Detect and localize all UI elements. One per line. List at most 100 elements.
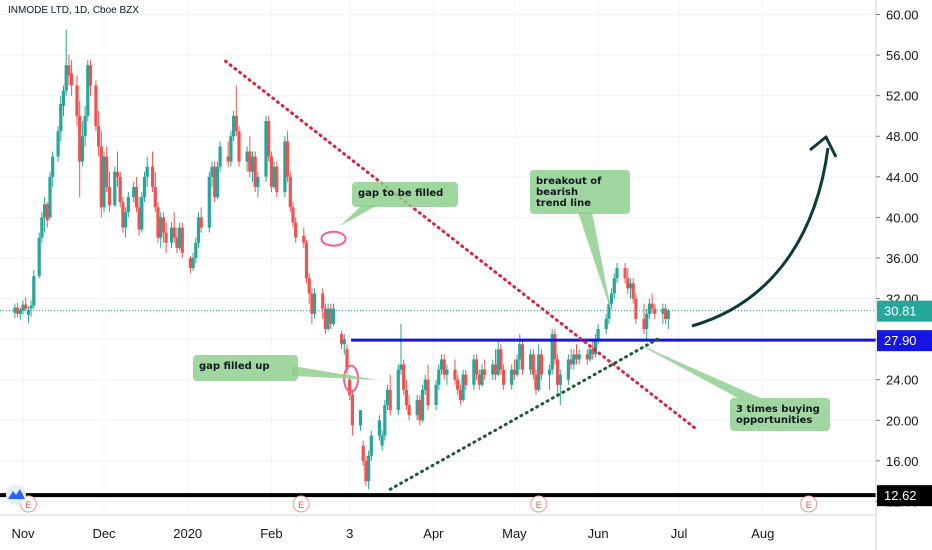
candle[interactable] — [661, 303, 665, 324]
candle[interactable] — [43, 197, 47, 233]
candle[interactable] — [383, 400, 387, 441]
candle[interactable] — [340, 331, 344, 350]
candle[interactable] — [342, 334, 346, 355]
candle[interactable] — [88, 60, 93, 96]
candle[interactable] — [350, 389, 354, 436]
candle[interactable] — [310, 288, 314, 324]
candle[interactable] — [326, 303, 330, 332]
candle[interactable] — [493, 349, 498, 380]
candle[interactable] — [286, 131, 290, 182]
candle[interactable] — [180, 222, 184, 258]
candle[interactable] — [275, 161, 279, 198]
candle[interactable] — [102, 151, 106, 213]
candle[interactable] — [572, 349, 576, 370]
bearish-trend-line[interactable] — [224, 59, 700, 432]
candle[interactable] — [529, 349, 533, 375]
candle[interactable] — [172, 212, 176, 243]
candle[interactable] — [199, 207, 203, 233]
candle[interactable] — [16, 302, 20, 317]
candle[interactable] — [215, 161, 219, 200]
candle[interactable] — [45, 202, 49, 228]
candle[interactable] — [32, 270, 36, 309]
candle[interactable] — [191, 252, 195, 272]
candle[interactable] — [537, 344, 541, 392]
candle[interactable] — [367, 450, 371, 490]
candle[interactable] — [399, 323, 403, 375]
candle[interactable] — [445, 364, 449, 385]
candle[interactable] — [361, 440, 365, 466]
candle[interactable] — [664, 303, 668, 324]
candle[interactable] — [67, 55, 71, 86]
candle[interactable] — [380, 430, 384, 451]
candle[interactable] — [21, 300, 25, 315]
candle[interactable] — [132, 181, 136, 203]
candle[interactable] — [169, 222, 174, 248]
candle[interactable] — [569, 349, 573, 370]
candle[interactable] — [553, 328, 557, 365]
candle[interactable] — [475, 354, 479, 380]
candle[interactable] — [612, 273, 616, 299]
candle[interactable] — [510, 364, 514, 390]
plot-area[interactable] — [13, 29, 670, 490]
candle[interactable] — [631, 278, 635, 304]
candle[interactable] — [307, 273, 311, 304]
candle[interactable] — [385, 384, 390, 411]
candle[interactable] — [615, 263, 619, 284]
candle[interactable] — [499, 344, 503, 375]
candle[interactable] — [250, 151, 255, 182]
candle[interactable] — [458, 384, 462, 406]
candle[interactable] — [115, 151, 120, 187]
candle[interactable] — [24, 297, 28, 311]
earnings-marker[interactable]: E — [530, 495, 548, 513]
candle[interactable] — [472, 354, 476, 390]
price-axis[interactable]: 60.0056.0052.0048.0044.0040.0036.0032.00… — [875, 0, 932, 550]
candle[interactable] — [218, 141, 222, 172]
candle[interactable] — [213, 161, 217, 203]
candle[interactable] — [267, 115, 271, 162]
candle[interactable] — [531, 349, 535, 380]
candle[interactable] — [358, 410, 363, 431]
candle[interactable] — [194, 237, 198, 264]
candle[interactable] — [48, 171, 52, 220]
candle[interactable] — [124, 207, 128, 238]
candle[interactable] — [439, 354, 444, 375]
candle[interactable] — [64, 29, 68, 96]
candle[interactable] — [137, 197, 141, 236]
candle[interactable] — [331, 303, 336, 326]
candle[interactable] — [423, 374, 427, 395]
candle[interactable] — [226, 141, 230, 167]
candle[interactable] — [13, 303, 17, 318]
candle[interactable] — [83, 105, 87, 147]
candle[interactable] — [283, 136, 287, 198]
candle[interactable] — [512, 359, 516, 380]
candle[interactable] — [153, 171, 157, 213]
candle[interactable] — [558, 369, 562, 406]
candle[interactable] — [61, 85, 66, 116]
candle[interactable] — [188, 255, 192, 274]
candle[interactable] — [628, 278, 633, 299]
candle[interactable] — [156, 202, 160, 243]
candle[interactable] — [550, 328, 554, 375]
note-gap-filled-up[interactable]: gap filled up — [193, 355, 378, 381]
candle[interactable] — [175, 227, 179, 253]
candle[interactable] — [585, 349, 589, 365]
candle[interactable] — [626, 268, 630, 294]
projection-arrow[interactable] — [691, 147, 830, 328]
candle[interactable] — [404, 379, 408, 411]
candle[interactable] — [229, 131, 233, 167]
candle[interactable] — [196, 212, 201, 248]
candle[interactable] — [388, 374, 392, 416]
earnings-marker[interactable]: E — [292, 495, 310, 513]
candle[interactable] — [78, 100, 82, 198]
candle[interactable] — [37, 232, 41, 279]
candle[interactable] — [264, 115, 268, 182]
candle[interactable] — [396, 364, 400, 416]
candle[interactable] — [151, 151, 155, 193]
candle[interactable] — [539, 349, 543, 380]
candle[interactable] — [534, 369, 538, 395]
candle[interactable] — [461, 369, 465, 403]
candle[interactable] — [566, 354, 570, 385]
candle[interactable] — [477, 369, 481, 390]
candle[interactable] — [142, 171, 147, 203]
candle[interactable] — [483, 359, 487, 380]
